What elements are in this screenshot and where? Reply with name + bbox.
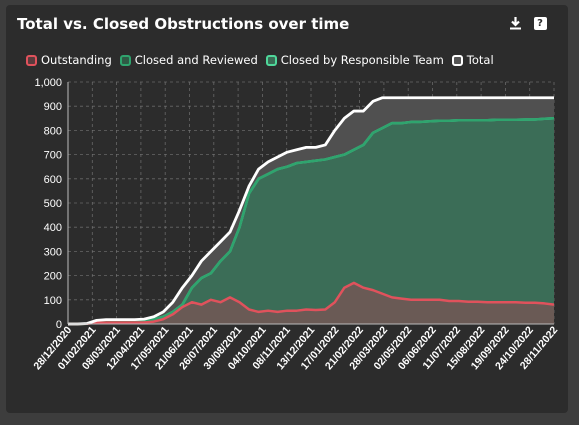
legend-swatch-closed-reviewed bbox=[119, 54, 131, 66]
legend-item-closed-reviewed[interactable]: Closed and Reviewed bbox=[119, 53, 258, 67]
series-line-closed-and-reviewed bbox=[68, 117, 555, 326]
legend-item-outstanding[interactable]: Outstanding bbox=[26, 53, 112, 67]
chart-title: Total vs. Closed Obstructions over time bbox=[17, 15, 350, 33]
legend-label-closed-team: Closed by Responsible Team bbox=[280, 53, 444, 67]
y-tick-label: 100 bbox=[44, 295, 62, 307]
y-tick-label: 0 bbox=[56, 319, 62, 331]
help-icon: ? bbox=[533, 16, 547, 30]
download-icon[interactable] bbox=[508, 16, 522, 30]
legend-swatch-closed-team bbox=[265, 54, 277, 66]
legend-label-closed-reviewed: Closed and Reviewed bbox=[134, 53, 258, 67]
line-layer bbox=[68, 96, 555, 326]
y-tick-label: 800 bbox=[44, 125, 62, 137]
y-tick-label: 700 bbox=[44, 150, 62, 162]
area-closed-and-reviewed bbox=[68, 118, 554, 324]
y-tick-label: 500 bbox=[44, 198, 62, 210]
y-tick-label: 300 bbox=[44, 246, 62, 258]
legend-item-total[interactable]: Total bbox=[451, 53, 494, 67]
y-tick-label: 600 bbox=[44, 174, 62, 186]
area-outstanding bbox=[68, 282, 554, 324]
series-line-outstanding bbox=[68, 281, 555, 326]
series-line-total bbox=[68, 96, 554, 326]
legend-swatch-outstanding bbox=[26, 54, 37, 66]
legend-label-total: Total bbox=[466, 53, 494, 67]
y-tick-label: 900 bbox=[44, 101, 62, 113]
help-button[interactable]: ? bbox=[533, 16, 547, 30]
chart-legend: Outstanding Closed and Reviewed Closed b… bbox=[26, 51, 494, 69]
legend-swatch-total bbox=[451, 54, 463, 66]
y-tick-label: 200 bbox=[44, 271, 62, 283]
y-tick-label: 1,000 bbox=[34, 77, 62, 89]
area-layer bbox=[68, 97, 554, 324]
legend-label-outstanding: Outstanding bbox=[41, 53, 112, 67]
legend-item-closed-team[interactable]: Closed by Responsible Team bbox=[265, 53, 444, 67]
y-tick-label: 400 bbox=[44, 222, 62, 234]
